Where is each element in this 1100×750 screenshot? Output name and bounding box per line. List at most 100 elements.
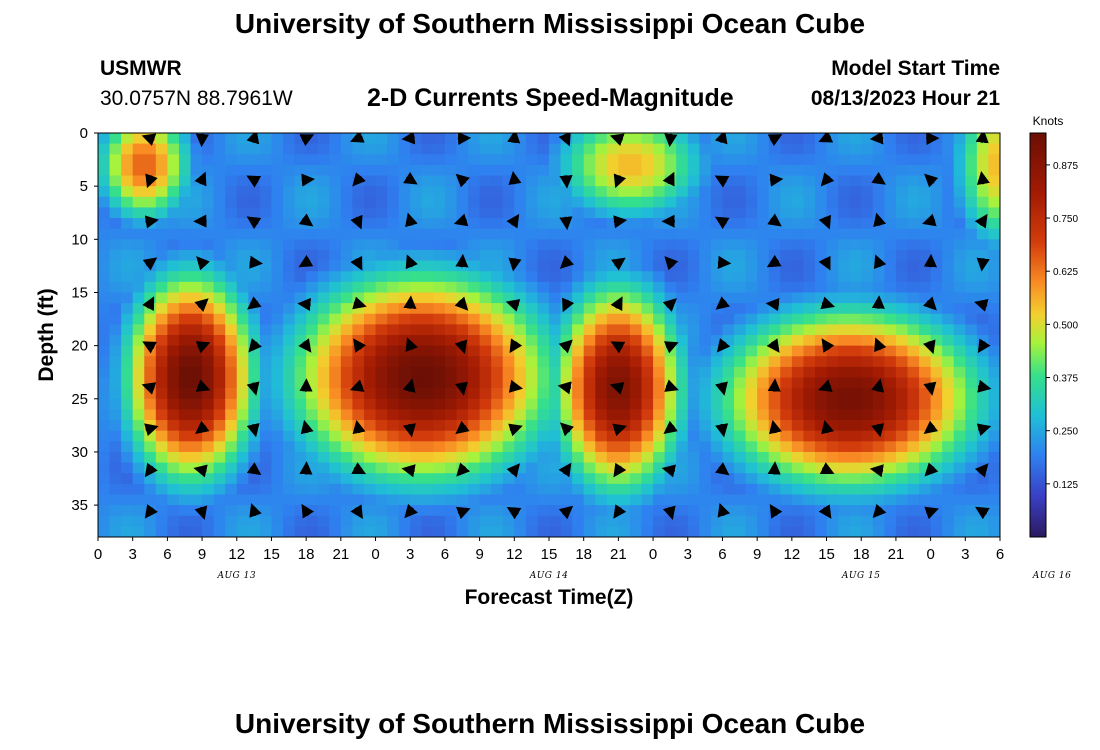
heatmap-cell — [583, 228, 596, 240]
heatmap-cell — [167, 271, 180, 283]
heatmap-cell — [479, 420, 492, 432]
heatmap-cell — [410, 228, 423, 240]
heatmap-cell — [433, 398, 446, 411]
heatmap-cell — [444, 398, 458, 411]
date-label: AUG 13 — [216, 571, 256, 581]
heatmap-cell — [121, 515, 134, 527]
heatmap-cell — [317, 505, 330, 517]
heatmap-cell — [560, 515, 573, 527]
heatmap-cell — [236, 345, 249, 357]
heatmap-cell — [988, 483, 1000, 496]
heatmap-cell — [491, 356, 504, 368]
heatmap-cell — [583, 207, 596, 219]
heatmap-cell — [514, 483, 527, 496]
heatmap-cell — [988, 292, 1000, 304]
heatmap-cell — [259, 143, 273, 155]
x-tick-label: 12 — [228, 546, 245, 563]
heatmap-cell — [722, 143, 735, 155]
heatmap-cell — [387, 420, 400, 432]
heatmap-cell — [132, 420, 145, 432]
heatmap-cell — [641, 494, 654, 506]
heatmap-cell — [155, 218, 168, 230]
heatmap-cell — [606, 526, 619, 537]
heatmap-cell — [872, 441, 885, 453]
heatmap-cell — [259, 281, 273, 294]
heatmap-cell — [549, 313, 562, 325]
heatmap-cell — [167, 409, 180, 421]
heatmap-cell — [757, 271, 770, 283]
y-tick-label: 0 — [80, 125, 88, 142]
heatmap-cell — [329, 366, 342, 379]
heatmap-cell — [676, 133, 689, 145]
heatmap-cell — [456, 398, 469, 411]
colorbar-tick-label: 0.500 — [1053, 320, 1078, 331]
heatmap-cell — [699, 303, 712, 315]
heatmap-cell — [884, 249, 897, 262]
heatmap-cell — [398, 218, 411, 230]
current-arrow — [508, 170, 522, 186]
heatmap-cell — [861, 239, 874, 251]
heatmap-cell — [560, 228, 573, 240]
heatmap-cell — [549, 218, 562, 230]
heatmap-cell — [502, 228, 515, 240]
heatmap-cell — [699, 420, 712, 432]
heatmap-cell — [225, 186, 238, 198]
heatmap-cell — [965, 473, 978, 485]
heatmap-cell — [456, 239, 469, 251]
heatmap-cell — [734, 420, 747, 432]
heatmap-cell — [572, 228, 585, 240]
heatmap-cell — [641, 228, 654, 240]
heatmap-cell — [421, 292, 434, 304]
heatmap-cell — [132, 366, 145, 379]
heatmap-cell — [167, 196, 180, 209]
heatmap-cell — [791, 271, 805, 283]
heatmap-cell — [363, 228, 377, 240]
heatmap-cell — [410, 335, 423, 347]
heatmap-cell — [618, 473, 631, 485]
heatmap-cell — [861, 451, 874, 464]
heatmap-cell — [722, 303, 735, 315]
current-arrow — [819, 462, 835, 475]
heatmap-cell — [283, 430, 296, 442]
heatmap-cell — [433, 164, 446, 177]
heatmap-cell — [132, 430, 145, 442]
heatmap-cell — [664, 228, 677, 240]
heatmap-cell — [676, 451, 689, 464]
heatmap-cell — [895, 186, 909, 198]
heatmap-cell — [294, 483, 307, 496]
heatmap-cell — [734, 377, 747, 389]
heatmap-cell — [363, 186, 377, 198]
heatmap-cell — [907, 430, 920, 442]
heatmap-cell — [653, 356, 666, 368]
heatmap-cell — [294, 239, 307, 251]
heatmap-cell — [629, 398, 643, 411]
heatmap-cell — [572, 207, 585, 219]
heatmap-cell — [306, 249, 319, 262]
heatmap-cell — [641, 218, 654, 230]
heatmap-cell — [225, 473, 238, 485]
heatmap-cell — [410, 303, 423, 315]
heatmap-cell — [583, 271, 596, 283]
heatmap-cell — [329, 515, 342, 527]
heatmap-cell — [606, 313, 619, 325]
heatmap-cell — [121, 420, 134, 432]
heatmap-cell — [525, 218, 539, 230]
heatmap-cell — [919, 430, 932, 442]
heatmap-cell — [283, 239, 296, 251]
heatmap-cell — [537, 409, 550, 421]
heatmap-cell — [132, 388, 145, 400]
heatmap-cell — [942, 335, 955, 347]
heatmap-cell — [306, 143, 319, 155]
heatmap-cell — [98, 494, 111, 506]
heatmap-cell — [329, 324, 342, 336]
heatmap-cell — [144, 398, 157, 411]
heatmap-cell — [525, 494, 539, 506]
heatmap-cell — [525, 366, 539, 379]
heatmap-cell — [98, 483, 111, 496]
heatmap-cell — [271, 420, 284, 432]
heatmap-cell — [433, 260, 446, 272]
heatmap-cell — [572, 186, 585, 198]
heatmap-cell — [930, 409, 943, 421]
heatmap-cell — [202, 133, 215, 145]
heatmap-cell — [572, 175, 585, 187]
